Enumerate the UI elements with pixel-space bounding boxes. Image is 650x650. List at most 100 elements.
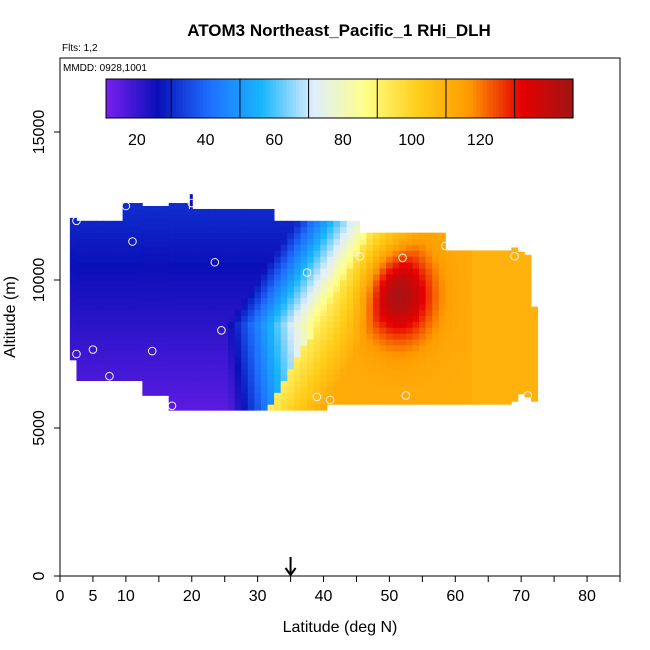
field-cell xyxy=(221,250,229,257)
field-cell xyxy=(438,268,446,275)
field-cell xyxy=(517,370,525,377)
field-cell xyxy=(353,274,361,281)
field-cell xyxy=(320,274,328,281)
field-cell xyxy=(148,253,156,260)
colorbar-segment xyxy=(249,79,254,118)
colorbar-segment xyxy=(336,79,341,118)
colorbar-segment xyxy=(246,79,251,118)
field-cell xyxy=(386,309,394,316)
field-cell xyxy=(214,220,222,228)
field-cell xyxy=(135,250,143,257)
field-cell xyxy=(274,280,282,287)
field-cell xyxy=(471,268,479,275)
field-cell xyxy=(399,380,407,387)
field-cell xyxy=(267,303,275,310)
field-cell xyxy=(168,351,176,358)
field-cell xyxy=(274,333,282,340)
field-cell xyxy=(465,280,473,287)
field-cell xyxy=(366,250,374,257)
field-cell xyxy=(155,342,163,349)
field-cell xyxy=(175,214,183,222)
field-cell xyxy=(142,365,150,373)
field-cell xyxy=(241,274,249,281)
field-cell xyxy=(155,365,163,373)
field-cell xyxy=(465,333,473,340)
field-cell xyxy=(458,380,466,387)
field-cell xyxy=(287,386,295,393)
field-cell xyxy=(524,337,532,345)
field-cell xyxy=(412,327,420,334)
field-cell xyxy=(109,345,117,352)
field-cell xyxy=(76,339,84,346)
field-cell xyxy=(122,238,130,245)
field-cell xyxy=(155,288,163,296)
field-cell xyxy=(168,291,176,299)
field-cell xyxy=(386,374,394,382)
field-cell xyxy=(471,315,479,322)
field-cell xyxy=(471,291,479,299)
colorbar-segment xyxy=(156,79,160,118)
field-cell xyxy=(267,339,275,346)
field-cell xyxy=(195,386,203,393)
field-cell xyxy=(372,315,380,322)
field-cell xyxy=(280,238,288,245)
field-cell xyxy=(419,291,427,299)
field-cell xyxy=(458,250,466,257)
field-cell xyxy=(221,274,229,281)
field-cell xyxy=(129,321,137,328)
field-cell xyxy=(260,232,268,239)
field-cell xyxy=(155,318,163,325)
colorbar-segment xyxy=(472,79,477,118)
field-cell xyxy=(313,238,321,245)
field-cell xyxy=(181,321,189,328)
field-cell xyxy=(498,339,506,346)
field-cell xyxy=(195,208,203,216)
field-cell xyxy=(162,336,170,343)
field-cell xyxy=(517,317,525,324)
field-cell xyxy=(445,285,453,293)
field-cell xyxy=(432,333,440,340)
field-cell xyxy=(458,351,466,358)
field-cell xyxy=(419,315,427,322)
field-cell xyxy=(122,321,130,328)
field-cell xyxy=(228,250,235,257)
field-cell xyxy=(359,256,367,263)
field-cell xyxy=(109,321,117,328)
field-cell xyxy=(524,296,532,303)
field-cell xyxy=(195,244,203,251)
field-cell xyxy=(313,380,321,387)
field-cell xyxy=(142,342,150,349)
field-cell xyxy=(96,374,104,382)
field-cell xyxy=(181,333,189,340)
field-cell xyxy=(366,386,374,393)
field-cell xyxy=(438,356,446,364)
field-cell xyxy=(208,374,216,382)
field-cell xyxy=(214,244,222,251)
field-cell xyxy=(221,362,229,370)
field-cell xyxy=(372,268,380,275)
colorbar-segment xyxy=(499,79,504,118)
field-cell xyxy=(287,268,295,275)
field-cell xyxy=(188,250,196,257)
field-cell xyxy=(195,392,203,399)
field-cell xyxy=(333,351,341,358)
field-cell xyxy=(221,345,229,352)
field-cell xyxy=(89,250,97,257)
field-cell xyxy=(175,404,183,411)
field-cell xyxy=(392,380,400,387)
field-cell xyxy=(307,380,315,387)
field-cell xyxy=(129,250,137,257)
field-cell xyxy=(465,386,473,393)
field-cell xyxy=(379,386,387,393)
field-cell xyxy=(247,256,255,263)
field-cell xyxy=(313,333,321,340)
field-cell xyxy=(280,309,288,316)
field-cell xyxy=(484,362,492,370)
field-cell xyxy=(254,220,262,228)
field-cell xyxy=(116,297,123,305)
colorbar-segment xyxy=(152,79,157,118)
field-cell xyxy=(511,336,519,343)
field-cell xyxy=(405,339,413,346)
field-cell xyxy=(300,392,308,399)
field-cell xyxy=(399,315,407,322)
